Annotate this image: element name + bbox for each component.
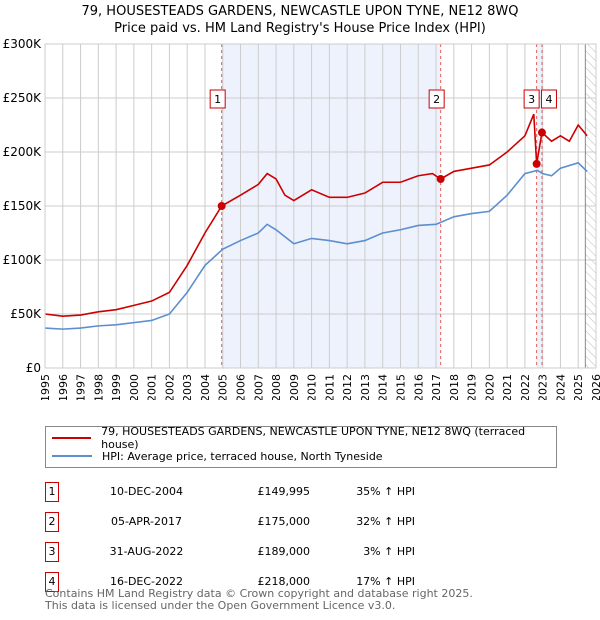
y-tick-label: £150K <box>3 199 43 213</box>
sale-hpi-change: 35% ↑ HPI <box>356 485 415 498</box>
sale-row: 1 10-DEC-2004 £149,995 35% ↑ HPI <box>45 482 445 502</box>
sale-label: 4 <box>545 93 552 106</box>
y-tick-label: £50K <box>10 307 42 321</box>
legend-label: HPI: Average price, terraced house, Nort… <box>102 449 383 463</box>
legend-swatch-red <box>52 437 92 439</box>
sale-number-badge: 4 <box>45 572 59 592</box>
sale-date: 10-DEC-2004 <box>109 485 184 498</box>
sale-date: 05-APR-2017 <box>110 515 183 528</box>
x-tick-label: 2009 <box>288 374 301 400</box>
sale-price: £175,000 <box>257 515 311 528</box>
legend-label: 79, HOUSESTEADS GARDENS, NEWCASTLE UPON … <box>101 425 526 451</box>
legend-swatch-blue <box>52 455 92 457</box>
x-tick-label: 2006 <box>235 374 248 400</box>
y-tick-label: £200K <box>3 145 43 159</box>
chart-subtitle: Price paid vs. HM Land Registry's House … <box>114 21 486 36</box>
sale-price: £218,000 <box>257 575 311 588</box>
x-tick-label: 2022 <box>519 374 532 400</box>
sale-label-box <box>209 89 226 109</box>
chart-title: 79, HOUSESTEADS GARDENS, NEWCASTLE UPON … <box>81 4 519 19</box>
sale-point <box>217 202 226 211</box>
x-tick-label: 2018 <box>448 374 461 400</box>
x-tick-label: 2025 <box>572 374 585 400</box>
x-tick-label: 2015 <box>394 374 407 400</box>
legend-item-property: 79, HOUSESTEADS GARDENS, NEWCASTLE UPON … <box>52 425 556 451</box>
sale-row: 4 16-DEC-2022 £218,000 17% ↑ HPI <box>45 572 445 592</box>
x-tick-label: 2013 <box>359 374 372 400</box>
y-tick-label: £0 <box>26 361 41 375</box>
x-tick-label: 1998 <box>92 374 105 400</box>
series-line <box>44 161 588 330</box>
x-tick-label: 2014 <box>377 374 390 400</box>
sale-number-badge: 2 <box>45 512 59 532</box>
sale-label: 3 <box>528 93 535 106</box>
sale-label-box <box>523 89 540 109</box>
sale-price: £149,995 <box>257 485 311 498</box>
legend: 79, HOUSESTEADS GARDENS, NEWCASTLE UPON … <box>45 425 557 468</box>
sale-hpi-change: 17% ↑ HPI <box>356 575 415 588</box>
x-tick-label: 2026 <box>590 374 600 400</box>
x-tick-label: 2004 <box>199 374 212 400</box>
footer-line: Contains HM Land Registry data © Crown c… <box>45 587 473 600</box>
x-tick-label: 1995 <box>39 374 52 400</box>
series-line <box>44 113 588 317</box>
x-tick-label: 1996 <box>57 374 70 400</box>
y-tick-label: £100K <box>3 253 43 267</box>
sale-point <box>537 128 546 137</box>
sale-point <box>436 175 445 183</box>
footer-line: This data is licensed under the Open Gov… <box>45 599 396 612</box>
sale-label: 2 <box>433 93 440 106</box>
sale-label: 1 <box>214 93 221 106</box>
x-tick-label: 2007 <box>252 374 265 400</box>
x-tick-label: 2011 <box>323 374 336 400</box>
x-tick-label: 2017 <box>430 374 443 400</box>
sale-date: 16-DEC-2022 <box>109 575 184 588</box>
x-tick-label: 2024 <box>554 374 567 400</box>
x-tick-label: 2001 <box>146 374 159 400</box>
y-tick-label: £300K <box>3 37 43 51</box>
sale-date: 31-AUG-2022 <box>109 545 184 558</box>
sale-hpi-change: 32% ↑ HPI <box>356 515 415 528</box>
x-tick-label: 2021 <box>501 374 514 400</box>
x-tick-label: 1997 <box>75 374 88 400</box>
sale-point <box>532 159 541 168</box>
x-tick-label: 2016 <box>412 374 425 400</box>
sale-row: 3 31-AUG-2022 £189,000 3% ↑ HPI <box>45 542 445 562</box>
chart-plot: 1995 1996 1997 1998 1999 2000 2001 2002 2003 2004… <box>3 37 600 400</box>
sale-label-box <box>540 89 557 109</box>
sale-hpi-change: 3% ↑ HPI <box>363 545 415 558</box>
x-tick-label: 2008 <box>270 374 283 400</box>
x-tick-label: 2012 <box>341 374 354 400</box>
sale-number-badge: 1 <box>45 482 59 502</box>
plot-frame <box>44 43 597 369</box>
sale-number-badge: 3 <box>45 542 59 562</box>
sale-price: £189,000 <box>257 545 311 558</box>
x-tick-label: 1999 <box>110 374 123 400</box>
x-tick-label: 2005 <box>217 374 230 400</box>
x-tick-label: 2023 <box>537 374 550 400</box>
x-tick-label: 2000 <box>128 374 141 400</box>
y-tick-label: £250K <box>3 91 43 105</box>
x-tick-label: 2002 <box>163 374 176 400</box>
x-tick-label: 2020 <box>483 374 496 400</box>
sale-row: 2 05-APR-2017 £175,000 32% ↑ HPI <box>45 512 445 532</box>
x-tick-label: 2003 <box>181 374 194 400</box>
sale-label-box <box>428 89 445 109</box>
x-tick-label: 2010 <box>306 374 319 400</box>
legend-item-hpi: HPI: Average price, terraced house, Nort… <box>52 448 383 464</box>
x-tick-label: 2019 <box>466 374 479 400</box>
footer: Contains HM Land Registry data © Crown c… <box>45 588 473 612</box>
